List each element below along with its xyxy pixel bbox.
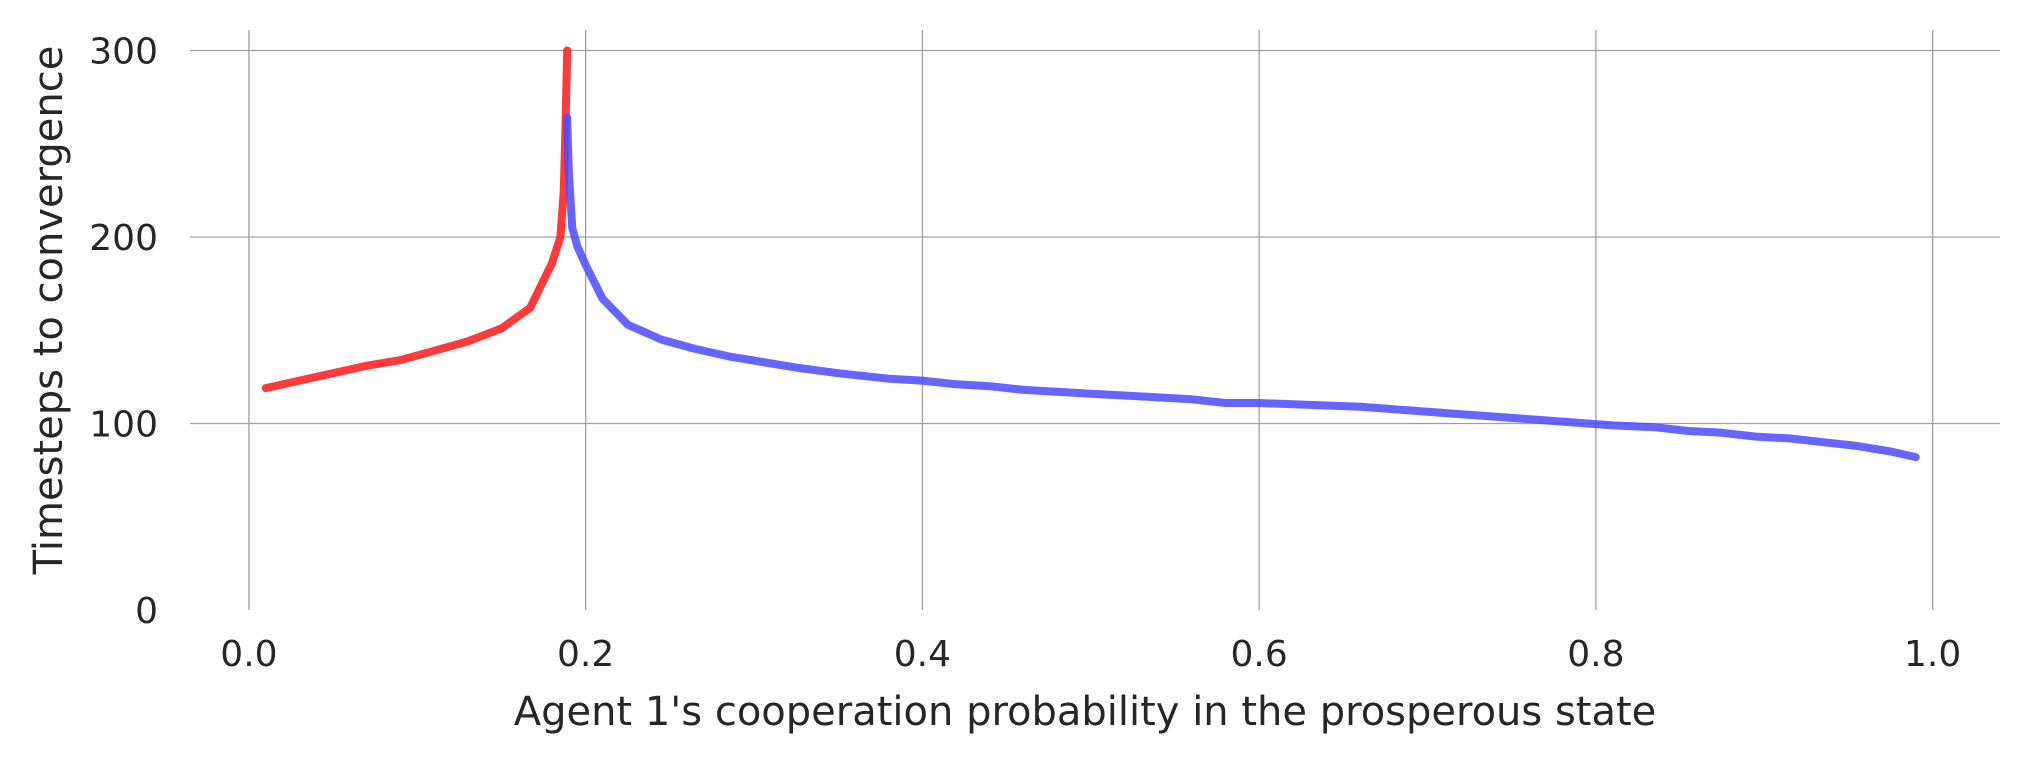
series-line-2 <box>563 113 1920 462</box>
series-lines <box>261 46 1920 462</box>
grid-lines <box>190 30 2000 610</box>
x-axis-label: Agent 1's cooperation probability in the… <box>514 689 1657 735</box>
x-tick-label: 0.4 <box>894 634 951 675</box>
x-tick-label: 0.8 <box>1567 634 1624 675</box>
series-line-1 <box>261 46 572 393</box>
y-axis-label: Timesteps to convergence <box>26 46 72 576</box>
y-tick-label: 0 <box>135 591 158 632</box>
y-tick-label: 100 <box>89 405 158 446</box>
tick-labels: 0.0 0.2 0.4 0.6 0.8 1.0 0 100 200 300 <box>89 32 1961 675</box>
x-tick-label: 1.0 <box>1904 634 1961 675</box>
x-tick-label: 0.0 <box>220 634 277 675</box>
x-tick-label: 0.2 <box>557 634 614 675</box>
x-tick-label: 0.6 <box>1231 634 1288 675</box>
y-tick-label: 200 <box>89 218 158 259</box>
y-tick-label: 300 <box>89 32 158 73</box>
